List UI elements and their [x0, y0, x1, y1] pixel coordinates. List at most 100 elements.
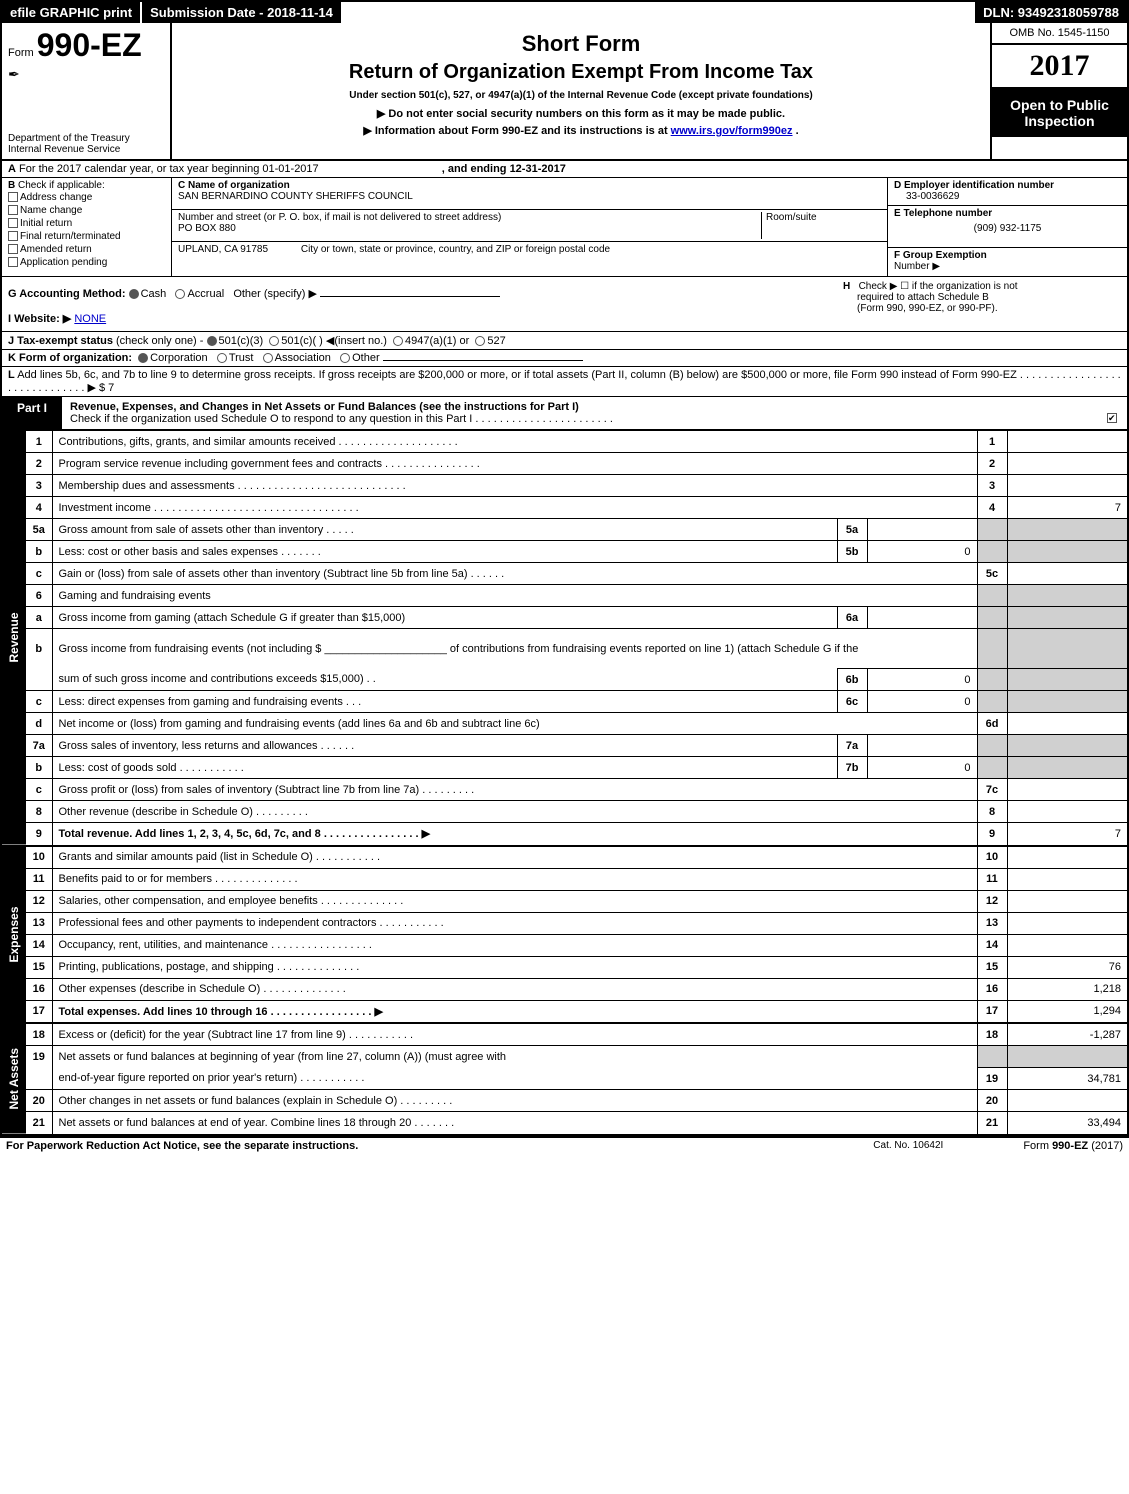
cat-no: Cat. No. 10642I: [873, 1140, 943, 1152]
line-10-desc: Grants and similar amounts paid (list in…: [52, 846, 977, 868]
line-11-val: [1007, 868, 1127, 890]
radio-other-org[interactable]: [340, 353, 350, 363]
l-text: Add lines 5b, 6c, and 7b to line 9 to de…: [8, 369, 1121, 394]
info-prefix: ▶ Information about Form 990-EZ and its …: [363, 125, 670, 137]
line-a: A For the 2017 calendar year, or tax yea…: [2, 161, 1127, 178]
header: Form 990-EZ ✒ Department of the Treasury…: [2, 23, 1127, 161]
line-4-desc: Investment income . . . . . . . . . . . …: [52, 497, 977, 519]
irs-link[interactable]: www.irs.gov/form990ez: [671, 125, 793, 137]
line-15-val: 76: [1007, 956, 1127, 978]
line-6b-val: 0: [867, 669, 977, 691]
netassets-table: 18Excess or (deficit) for the year (Subt…: [26, 1023, 1127, 1134]
line-12-val: [1007, 890, 1127, 912]
line-21-val: 33,494: [1007, 1112, 1127, 1134]
efile-label: efile GRAPHIC print: [2, 2, 142, 23]
form-container: efile GRAPHIC print Submission Date - 20…: [0, 0, 1129, 1138]
form-ref: Form 990-EZ (2017): [1023, 1140, 1123, 1152]
h-text3: (Form 990, 990-EZ, or 990-PF).: [857, 303, 998, 314]
chk-final-return[interactable]: [8, 231, 18, 241]
line-13-val: [1007, 912, 1127, 934]
chk-address-change[interactable]: [8, 192, 18, 202]
website-value[interactable]: NONE: [74, 313, 106, 325]
chk-initial-return[interactable]: [8, 218, 18, 228]
radio-trust[interactable]: [217, 353, 227, 363]
revenue-tab: Revenue: [2, 430, 26, 845]
line-6c-desc: Less: direct expenses from gaming and fu…: [52, 691, 837, 713]
line-6b-desc: Gross income from fundraising events (no…: [52, 629, 977, 669]
line-5b-val: 0: [867, 541, 977, 563]
main-title: Return of Organization Exempt From Incom…: [182, 61, 980, 84]
label-j: J Tax-exempt status: [8, 335, 113, 347]
box-j: J Tax-exempt status (check only one) - 5…: [2, 332, 1127, 350]
line-2-desc: Program service revenue including govern…: [52, 453, 977, 475]
ein-value: 33-0036629: [906, 191, 959, 202]
radio-corp[interactable]: [138, 353, 148, 363]
line-21-desc: Net assets or fund balances at end of ye…: [52, 1112, 977, 1134]
other-specify: Other (specify) ▶: [233, 288, 317, 300]
box-def: D Employer identification number 33-0036…: [887, 178, 1127, 276]
line-6a-desc: Gross income from gaming (attach Schedul…: [52, 607, 837, 629]
line-7a-desc: Gross sales of inventory, less returns a…: [52, 735, 837, 757]
line-5a-desc: Gross amount from sale of assets other t…: [52, 519, 837, 541]
room-label: Room/suite: [766, 212, 817, 223]
line-5b-desc: Less: cost or other basis and sales expe…: [52, 541, 837, 563]
line-11-desc: Benefits paid to or for members . . . . …: [52, 868, 977, 890]
label-k: K Form of organization:: [8, 352, 132, 364]
radio-501c3[interactable]: [207, 336, 217, 346]
tax-year-end: , and ending 12-31-2017: [442, 163, 566, 175]
eagle-icon: ✒: [8, 66, 164, 83]
top-bar: efile GRAPHIC print Submission Date - 20…: [2, 2, 1127, 23]
omb-number: OMB No. 1545-1150: [1009, 27, 1109, 39]
label-b: B: [8, 180, 15, 191]
header-left: Form 990-EZ ✒ Department of the Treasury…: [2, 23, 172, 159]
other-org-input[interactable]: [383, 360, 583, 361]
radio-4947[interactable]: [393, 336, 403, 346]
box-b: B Check if applicable: Address change Na…: [2, 178, 172, 276]
label-f: F Group Exemption: [894, 250, 987, 261]
dept-irs: Internal Revenue Service: [8, 144, 164, 155]
line-13-desc: Professional fees and other payments to …: [52, 912, 977, 934]
radio-cash[interactable]: [129, 289, 139, 299]
box-gi: G Accounting Method: Cash Accrual Other …: [2, 277, 837, 331]
line-6d-desc: Net income or (loss) from gaming and fun…: [52, 713, 977, 735]
line-6c-val: 0: [867, 691, 977, 713]
line-7b-val: 0: [867, 757, 977, 779]
city-label: City or town, state or province, country…: [301, 244, 610, 255]
chk-schedule-o[interactable]: [1107, 413, 1117, 423]
line-7c-val: [1007, 779, 1127, 801]
expenses-section: Expenses 10Grants and similar amounts pa…: [2, 846, 1127, 1024]
line-7a-val: [867, 735, 977, 757]
footer: For Paperwork Reduction Act Notice, see …: [0, 1138, 1129, 1154]
row-gh: G Accounting Method: Cash Accrual Other …: [2, 277, 1127, 332]
label-i: I Website: ▶: [8, 313, 71, 325]
paperwork-notice: For Paperwork Reduction Act Notice, see …: [6, 1140, 873, 1152]
box-c: C Name of organization SAN BERNARDINO CO…: [172, 178, 887, 276]
line-16-val: 1,218: [1007, 978, 1127, 1000]
label-g: G Accounting Method:: [8, 288, 126, 300]
label-f2: Number ▶: [894, 261, 940, 272]
expenses-tab: Expenses: [2, 846, 26, 1023]
label-e: E Telephone number: [894, 208, 992, 219]
line-18-desc: Excess or (deficit) for the year (Subtra…: [52, 1024, 977, 1046]
warn-info: ▶ Information about Form 990-EZ and its …: [182, 124, 980, 137]
chk-name-change[interactable]: [8, 205, 18, 215]
label-a: A: [8, 163, 16, 175]
other-input[interactable]: [320, 296, 500, 297]
line-18-val: -1,287: [1007, 1024, 1127, 1046]
radio-527[interactable]: [475, 336, 485, 346]
line-5c-desc: Gain or (loss) from sale of assets other…: [52, 563, 977, 585]
info-suffix: .: [796, 125, 799, 137]
radio-accrual[interactable]: [175, 289, 185, 299]
form-prefix: Form: [8, 47, 34, 59]
line-20-desc: Other changes in net assets or fund bala…: [52, 1090, 977, 1112]
line-17-val: 1,294: [1007, 1000, 1127, 1022]
box-l: L Add lines 5b, 6c, and 7b to line 9 to …: [2, 367, 1127, 397]
chk-application-pending[interactable]: [8, 257, 18, 267]
radio-assoc[interactable]: [263, 353, 273, 363]
radio-501c[interactable]: [269, 336, 279, 346]
revenue-table: 1Contributions, gifts, grants, and simil…: [26, 430, 1127, 845]
spacer: [341, 2, 975, 23]
line-8-val: [1007, 801, 1127, 823]
chk-amended-return[interactable]: [8, 244, 18, 254]
line-5c-val: [1007, 563, 1127, 585]
